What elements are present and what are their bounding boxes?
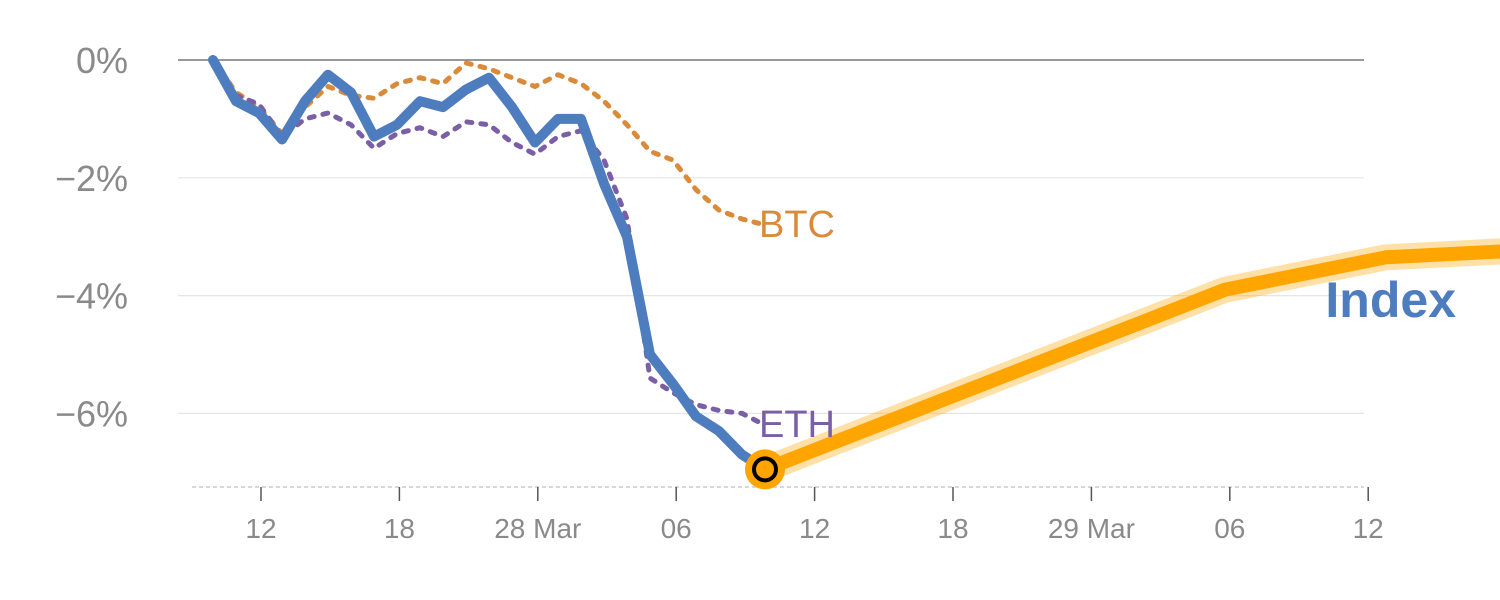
- y-tick-label: 0%: [76, 40, 128, 81]
- series-lines: [208, 55, 1500, 483]
- y-tick-label: −2%: [55, 158, 128, 199]
- highlight-point: [752, 456, 778, 483]
- y-axis: 0% −2% −4% −6%: [55, 40, 128, 434]
- series-line-btc: [210, 57, 768, 228]
- gridlines: [178, 59, 1364, 414]
- x-tick-label: 28 Mar: [494, 513, 581, 544]
- series-label-index: Index: [1325, 272, 1456, 328]
- series-line-index: [208, 55, 770, 475]
- y-tick-label: −6%: [55, 393, 128, 434]
- x-tick-label: 06: [661, 513, 692, 544]
- x-tick-labels: 12 18 28 Mar 06 12 18 29 Mar 06 12: [245, 513, 1383, 544]
- series-label-btc: BTC: [759, 204, 835, 246]
- x-tick-label: 12: [245, 513, 276, 544]
- x-axis: [192, 486, 1369, 501]
- x-tick-label: 06: [1214, 513, 1245, 544]
- forecast-line: [758, 244, 1500, 477]
- x-tick-label: 18: [937, 513, 968, 544]
- series-label-eth: ETH: [759, 404, 835, 446]
- highlight-marker: [745, 449, 785, 490]
- y-tick-label: −4%: [55, 276, 128, 317]
- series-labels: Index BTC ETH: [759, 204, 1456, 446]
- x-tick-label: 18: [384, 513, 415, 544]
- x-tick-label: 29 Mar: [1048, 513, 1135, 544]
- x-tick-label: 12: [799, 513, 830, 544]
- series-line-eth: [210, 57, 768, 428]
- x-tick-label: 12: [1353, 513, 1384, 544]
